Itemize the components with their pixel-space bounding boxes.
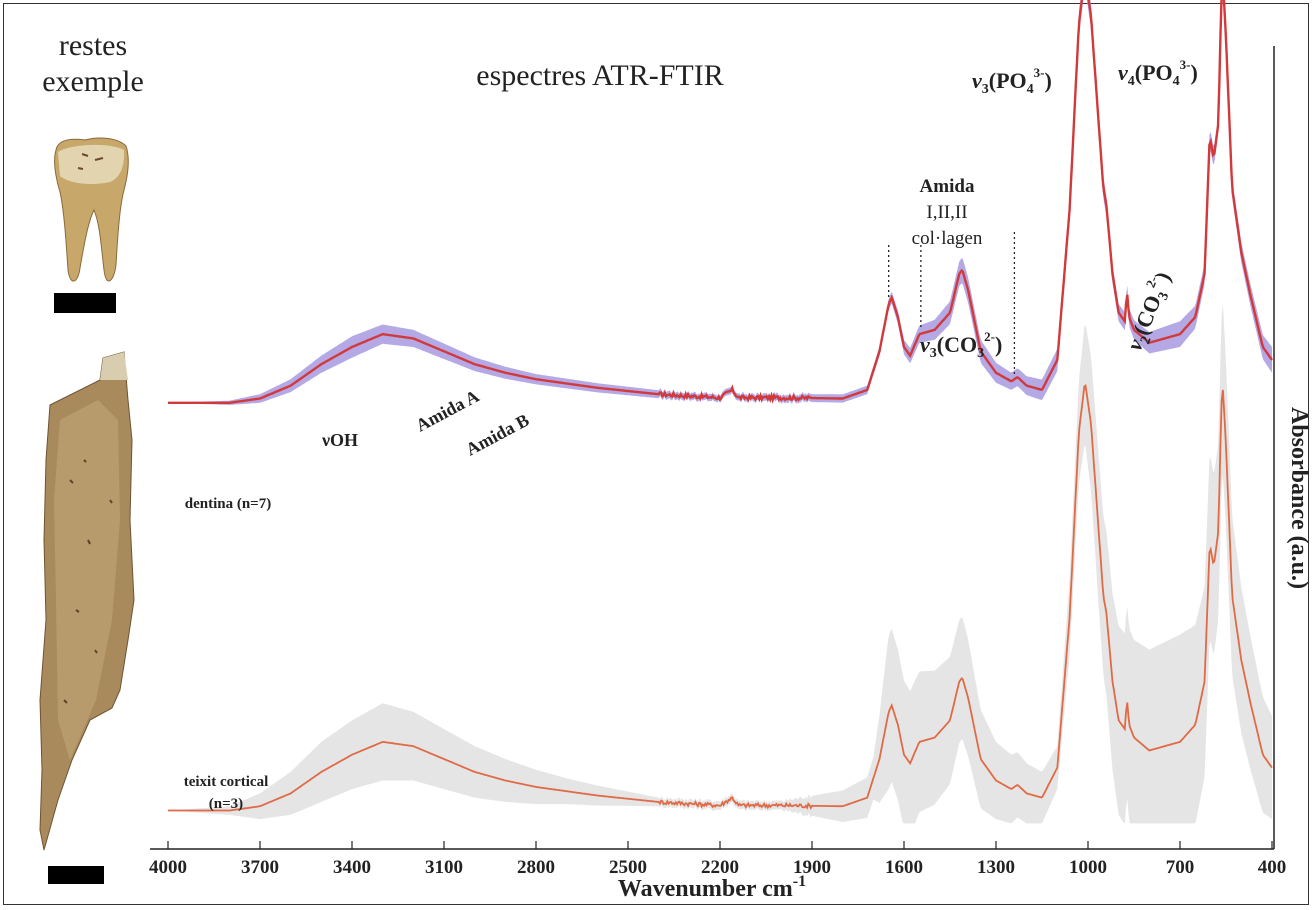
v4-po4-group: (PO — [1135, 60, 1173, 85]
x-tick-label-2: 3400 — [333, 857, 371, 878]
v3-po4-nu: ν — [972, 68, 982, 93]
v4-po4-nu: ν — [1118, 60, 1128, 85]
annotation-v3-po4: ν3(PO43-) — [972, 65, 1052, 97]
x-axis-label: Wavenumber cm-1 — [618, 873, 806, 902]
annotation-voh: νOH — [321, 430, 358, 450]
figure-frame — [3, 3, 1309, 905]
v3-co3-group: (CO — [937, 332, 977, 357]
x-tick-label-3: 3100 — [425, 857, 463, 878]
annotation-amida-sub1: I,II,II — [926, 202, 967, 223]
spectra-lines — [168, 0, 1273, 812]
x-tick-label-4: 2800 — [517, 857, 555, 878]
x-tick-label-9: 1300 — [977, 857, 1015, 878]
x-tick-label-12: 400 — [1258, 857, 1287, 878]
variance-bands — [168, 0, 1272, 824]
tooth-image — [54, 137, 129, 282]
x-tick-label-8: 1600 — [885, 857, 923, 878]
x-tick-label-5: 2500 — [609, 857, 647, 878]
sample-header-line2: exemple — [42, 65, 144, 98]
v3-co3-charge: 2- — [984, 329, 995, 344]
annotation-amida-sub2: col·lagen — [912, 228, 983, 249]
amide-guide-lines — [888, 232, 1016, 376]
series-label-cortical-1: teixit cortical — [184, 774, 269, 790]
v4-po4-sub4: 4 — [1173, 74, 1180, 89]
v3-po4-group: (PO — [989, 68, 1027, 93]
x-tick-label-11: 700 — [1166, 857, 1195, 878]
x-tick-label-1: 3700 — [241, 857, 279, 878]
annotation-v4-po4: ν4(PO43-) — [1118, 57, 1198, 89]
v3-co3-nu: ν — [920, 332, 930, 357]
v3-po4-close: ) — [1045, 68, 1052, 93]
chart-title: espectres ATR-FTIR — [476, 59, 723, 92]
v3-po4-sub: 3 — [982, 82, 989, 97]
x-axis-label-main: Wavenumber cm — [618, 876, 793, 902]
line-series-1 — [168, 383, 1273, 812]
v3-po4-charge: 3- — [1034, 65, 1045, 80]
band-series-1 — [168, 304, 1272, 824]
bone-scale-bar — [48, 866, 104, 884]
x-tick-label-10: 1000 — [1069, 857, 1107, 878]
x-tick-label-6: 2200 — [701, 857, 739, 878]
v3-po4-sub4: 4 — [1027, 82, 1034, 97]
sample-header: restes exemple — [18, 28, 168, 100]
annotation-amida-b: Amida B — [462, 410, 532, 460]
annotation-amida-title: Amida — [920, 176, 975, 197]
tooth-scale-bar — [54, 293, 116, 313]
annotation-amida-a: Amida A — [412, 386, 482, 436]
bone-image — [39, 351, 135, 851]
y-axis-label: Absorbance (a.u.) — [1286, 407, 1312, 589]
x-tick-label-0: 4000 — [149, 857, 187, 878]
x-axis-label-sup: -1 — [793, 873, 806, 890]
annotation-v3-co3: ν3(CO32-) — [920, 329, 1002, 361]
v3-co3-sub3: 3 — [977, 346, 984, 361]
v4-po4-sub: 4 — [1128, 74, 1135, 89]
sample-header-line1: restes — [58, 29, 128, 62]
v4-po4-close: ) — [1191, 60, 1198, 85]
v4-po4-charge: 3- — [1180, 57, 1191, 72]
v2-co3-charge: 2- — [1143, 274, 1161, 290]
v3-co3-close: ) — [995, 332, 1002, 357]
series-label-cortical-2: (n=3) — [209, 796, 243, 812]
series-label-dentina: dentina (n=7) — [185, 496, 271, 512]
x-tick-label-7: 1900 — [793, 857, 831, 878]
line-series-0 — [168, 0, 1273, 404]
x-ticks: 4000 3700 3400 3100 2800 2500 2200 1900 1600 1300… — [149, 841, 1286, 878]
v3-co3-sub: 3 — [930, 346, 937, 361]
